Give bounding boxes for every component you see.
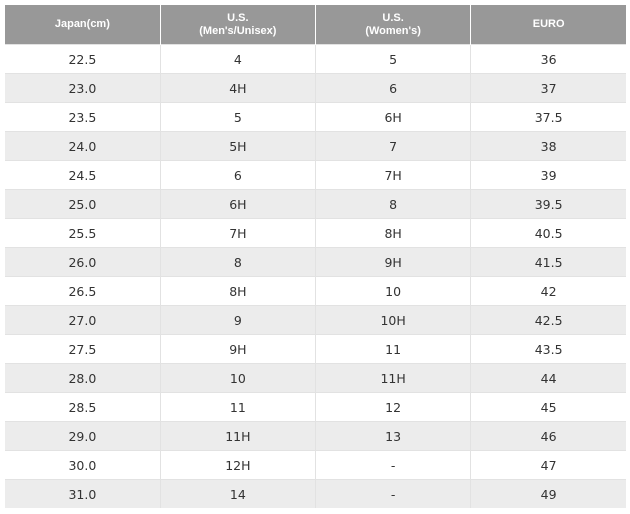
cell-japan-cm: 25.0 — [5, 189, 161, 219]
cell-japan-cm: 27.0 — [5, 305, 161, 335]
cell-japan-cm: 23.0 — [5, 73, 161, 103]
cell-us-mens-unisex: 11 — [159, 392, 317, 422]
cell-euro: 39 — [470, 160, 626, 190]
cell-euro: 42.5 — [470, 305, 626, 335]
cell-euro: 39.5 — [470, 189, 626, 219]
cell-us-womens: 7 — [314, 131, 472, 161]
cell-us-womens: - — [314, 450, 472, 480]
cell-euro: 40.5 — [470, 218, 626, 248]
cell-euro: 41.5 — [470, 247, 626, 277]
cell-us-mens-unisex: 8H — [159, 276, 317, 306]
table-row: 31.0 14-49 — [5, 479, 626, 508]
table-row: 25.5 7H 8H 40.5 — [5, 218, 626, 248]
cell-euro: 49 — [470, 479, 626, 508]
cell-us-womens: 12 — [314, 392, 472, 422]
table-row: 24.0 5H 7 38 — [5, 131, 626, 161]
cell-euro: 45 — [470, 392, 626, 422]
cell-japan-cm: 26.0 — [5, 247, 161, 277]
cell-us-mens-unisex: 5H — [159, 131, 317, 161]
header-row: Japan(cm) U.S. (Men's/Unisex) U.S. (Wome… — [5, 5, 626, 45]
table-row: 22.5 4 5 36 — [5, 44, 626, 74]
size-conversion-table: Japan(cm) U.S. (Men's/Unisex) U.S. (Wome… — [5, 5, 626, 508]
cell-us-womens: 11H — [314, 363, 472, 393]
cell-us-mens-unisex: 6 — [159, 160, 317, 190]
cell-euro: 42 — [470, 276, 626, 306]
cell-japan-cm: 29.0 — [5, 421, 161, 451]
table-row: 25.0 6H 8 39.5 — [5, 189, 626, 219]
cell-us-mens-unisex: 8 — [159, 247, 317, 277]
table-header: Japan(cm) U.S. (Men's/Unisex) U.S. (Wome… — [5, 5, 626, 45]
table-row: 27.0 9 10H 42.5 — [5, 305, 626, 335]
cell-us-womens: 11 — [314, 334, 472, 364]
cell-us-womens: 8H — [314, 218, 472, 248]
cell-euro: 37.5 — [470, 102, 626, 132]
table-row: 29.0 11H 13 46 — [5, 421, 626, 451]
cell-us-mens-unisex: 6H — [159, 189, 317, 219]
table-row: 28.0 10 11H 44 — [5, 363, 626, 393]
cell-euro: 38 — [470, 131, 626, 161]
table-row: 23.5 5 6H 37.5 — [5, 102, 626, 132]
cell-japan-cm: 24.5 — [5, 160, 161, 190]
cell-japan-cm: 25.5 — [5, 218, 161, 248]
cell-euro: 47 — [470, 450, 626, 480]
cell-japan-cm: 24.0 — [5, 131, 161, 161]
cell-us-mens-unisex: 5 — [159, 102, 317, 132]
cell-us-womens: 8 — [314, 189, 472, 219]
cell-us-mens-unisex: 7H — [159, 218, 317, 248]
cell-japan-cm: 26.5 — [5, 276, 161, 306]
cell-us-mens-unisex: 11H — [159, 421, 317, 451]
cell-us-mens-unisex: 14 — [159, 479, 317, 508]
cell-japan-cm: 31.0 — [5, 479, 161, 508]
cell-us-womens: 10H — [314, 305, 472, 335]
cell-us-womens: 6 — [314, 73, 472, 103]
cell-us-mens-unisex: 4H — [159, 73, 317, 103]
cell-japan-cm: 30.0 — [5, 450, 161, 480]
cell-us-womens: 6H — [314, 102, 472, 132]
table-row: 28.5 11 12 45 — [5, 392, 626, 422]
cell-euro: 44 — [470, 363, 626, 393]
cell-us-mens-unisex: 12H — [159, 450, 317, 480]
cell-japan-cm: 22.5 — [5, 44, 161, 74]
cell-euro: 37 — [470, 73, 626, 103]
cell-japan-cm: 27.5 — [5, 334, 161, 364]
cell-us-womens: - — [314, 479, 472, 508]
cell-euro: 36 — [470, 44, 626, 74]
cell-us-womens: 10 — [314, 276, 472, 306]
table-row: 24.5 6 7H 39 — [5, 160, 626, 190]
table-row: 26.0 8 9H 41.5 — [5, 247, 626, 277]
cell-japan-cm: 28.5 — [5, 392, 161, 422]
cell-us-mens-unisex: 10 — [159, 363, 317, 393]
table-row: 27.5 9H 11 43.5 — [5, 334, 626, 364]
cell-japan-cm: 28.0 — [5, 363, 161, 393]
cell-us-mens-unisex: 9 — [159, 305, 317, 335]
table-row: 26.5 8H 10 42 — [5, 276, 626, 306]
cell-us-womens: 7H — [314, 160, 472, 190]
table-body: 22.5 4 5 36 23.0 4H 6 37 23.5 5 6H 37.5 24.0 5H 7 38 24.… — [5, 44, 626, 508]
header-us-mens-unisex: U.S. (Men's/Unisex) — [159, 5, 317, 45]
table-row: 30.0 12H -47 — [5, 450, 626, 480]
cell-euro: 43.5 — [470, 334, 626, 364]
cell-us-womens: 5 — [314, 44, 472, 74]
table-row: 23.0 4H 6 37 — [5, 73, 626, 103]
cell-us-mens-unisex: 9H — [159, 334, 317, 364]
header-euro: EURO — [470, 5, 626, 45]
cell-euro: 46 — [470, 421, 626, 451]
cell-us-womens: 9H — [314, 247, 472, 277]
header-japan-cm: Japan(cm) — [5, 5, 161, 45]
cell-japan-cm: 23.5 — [5, 102, 161, 132]
header-us-womens: U.S. (Women's) — [314, 5, 472, 45]
cell-us-womens: 13 — [314, 421, 472, 451]
cell-us-mens-unisex: 4 — [159, 44, 317, 74]
